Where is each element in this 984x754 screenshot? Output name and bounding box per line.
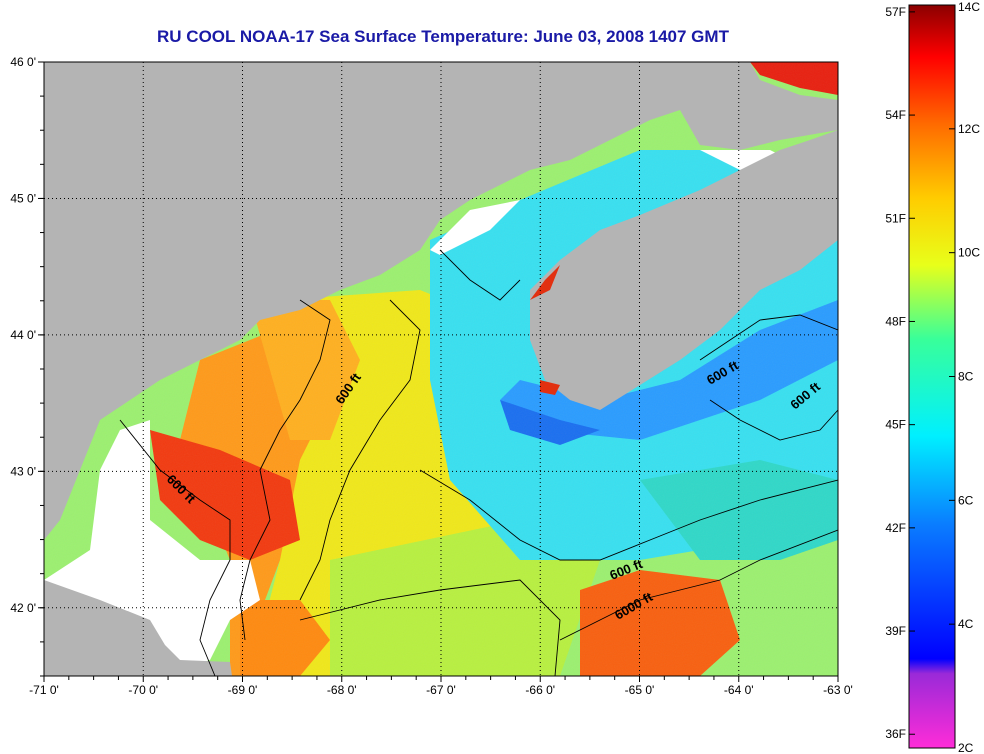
cloud-mask-fundy: [700, 150, 790, 170]
land-new-brunswick-northeast: [660, 62, 838, 150]
lat-lon-grid: [44, 62, 838, 676]
latitude-axis: 46 0' 45 0' 44 0' 43 0' 42 0': [10, 55, 44, 677]
fahrenheit-label: 51F: [885, 211, 906, 225]
fahrenheit-label: 39F: [885, 624, 906, 638]
lat-tick-label: 45 0': [10, 191, 36, 205]
cloud-mask-maine-coast: [430, 200, 520, 255]
fahrenheit-label: 54F: [885, 108, 906, 122]
lon-tick-label: -70 0': [128, 683, 158, 697]
sst-map: [44, 62, 838, 676]
lat-tick-label: 42 0': [10, 601, 36, 615]
celsius-label: 6C: [958, 493, 974, 507]
fahrenheit-label: 57F: [885, 5, 906, 19]
lat-tick-label: 44 0': [10, 328, 36, 342]
longitude-axis: -71 0' -70 0' -69 0' -68 0' -67 0' -66 0' -65 …: [29, 676, 853, 697]
lat-tick-label: 43 0': [10, 464, 36, 478]
fahrenheit-label: 36F: [885, 727, 906, 741]
lon-tick-label: -68 0': [327, 683, 357, 697]
lon-tick-label: -71 0': [29, 683, 59, 697]
celsius-label: 4C: [958, 617, 974, 631]
celsius-label: 8C: [958, 370, 974, 384]
celsius-label: 12C: [958, 122, 980, 136]
land-new-england: [44, 62, 750, 540]
lon-tick-label: -66 0': [525, 683, 555, 697]
lon-tick-label: -67 0': [426, 683, 456, 697]
celsius-label: 2C: [958, 741, 974, 754]
lon-tick-label: -63 0': [823, 683, 853, 697]
coastal-warm-patch-fundy: [530, 265, 560, 300]
lon-tick-label: -69 0': [228, 683, 258, 697]
fahrenheit-label: 45F: [885, 418, 906, 432]
celsius-label: 10C: [958, 246, 980, 260]
land-nova-scotia: [530, 130, 838, 410]
depth-contours: [119, 249, 838, 676]
coastal-warm-patch-ns: [540, 380, 560, 395]
map-title: RU COOL NOAA-17 Sea Surface Temperature:…: [157, 27, 729, 46]
lon-tick-label: -64 0': [724, 683, 754, 697]
land-cape-cod: [44, 580, 232, 676]
celsius-label: 14C: [958, 0, 980, 14]
fahrenheit-label: 48F: [885, 314, 906, 328]
fahrenheit-label: 42F: [885, 521, 906, 535]
colorbar: 57F 54F 51F 48F 45F 42F 39F 36F 14C 12C 10C 8C 6C 4C…: [885, 0, 980, 754]
lat-tick-label: 46 0': [10, 55, 36, 69]
colorbar-gradient: [908, 4, 956, 749]
lon-tick-label: -65 0': [625, 683, 655, 697]
